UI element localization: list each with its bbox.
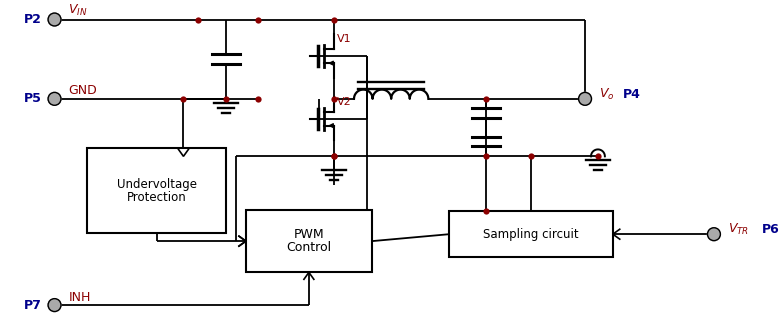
Text: P7: P7 xyxy=(23,298,41,312)
Text: PWM: PWM xyxy=(293,228,324,241)
Text: V2: V2 xyxy=(337,97,352,107)
Text: P5: P5 xyxy=(23,92,41,105)
Text: GND: GND xyxy=(69,84,98,98)
Text: P6: P6 xyxy=(761,223,779,236)
Circle shape xyxy=(48,92,61,105)
Text: Control: Control xyxy=(286,241,332,254)
Text: Sampling circuit: Sampling circuit xyxy=(483,228,579,241)
Text: INH: INH xyxy=(69,291,90,304)
Circle shape xyxy=(579,92,591,105)
Text: Protection: Protection xyxy=(127,191,186,204)
Circle shape xyxy=(48,298,61,312)
Text: V1: V1 xyxy=(337,34,352,44)
Text: $V_{TR}$: $V_{TR}$ xyxy=(728,222,749,237)
Text: $V_{IN}$: $V_{IN}$ xyxy=(69,3,88,18)
Circle shape xyxy=(48,13,61,26)
Text: P4: P4 xyxy=(622,88,640,101)
Text: P2: P2 xyxy=(23,13,41,26)
Circle shape xyxy=(707,228,721,241)
Bar xyxy=(87,148,226,233)
Bar xyxy=(246,210,372,272)
Text: $V_o$: $V_o$ xyxy=(599,87,615,102)
Bar xyxy=(449,211,613,258)
Text: Undervoltage: Undervoltage xyxy=(117,178,197,191)
